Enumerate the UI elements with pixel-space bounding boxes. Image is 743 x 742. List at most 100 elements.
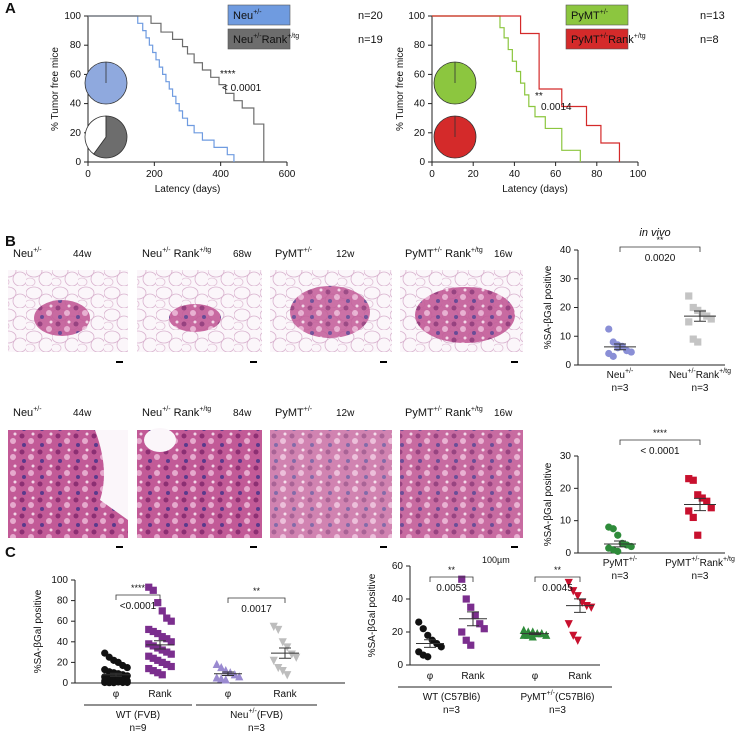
significance-stars: ** [656, 235, 664, 245]
data-point [689, 303, 697, 312]
group-label: φ [532, 671, 539, 682]
data-point [154, 656, 162, 664]
data-point [158, 607, 166, 615]
data-point [145, 640, 153, 648]
y-tick-label: 80 [57, 595, 69, 606]
significance-stars: ** [253, 586, 261, 596]
y-tick-label: 40 [560, 245, 572, 256]
pie-slice [93, 115, 128, 159]
y-tick-label: 100 [51, 575, 68, 586]
micrograph-label: Neu+/- Rank+/tg [142, 247, 211, 260]
sem-bar [574, 598, 586, 613]
data-point [689, 476, 697, 484]
data-point [462, 595, 470, 603]
data-point [480, 625, 488, 633]
sem-bar [110, 672, 122, 677]
data-point [476, 620, 484, 628]
data-point [564, 578, 573, 588]
data-point [698, 309, 706, 317]
data-point [158, 646, 166, 654]
data-point [269, 656, 278, 665]
data-point [519, 625, 528, 634]
subtitle: in vivo [639, 227, 670, 239]
significance-bracket [619, 246, 701, 252]
p-value: <0.0001 [120, 601, 157, 612]
data-point [689, 513, 697, 522]
x-tick-label: 20 [468, 169, 480, 180]
survival-curve [432, 15, 621, 162]
cluster-label: Neu+/-(FVB) [230, 708, 283, 721]
data-point [458, 575, 466, 583]
y-tick-label: 10 [560, 331, 572, 342]
micrograph-age: 84w [233, 408, 252, 419]
legend-swatch [227, 4, 291, 26]
data-point [609, 525, 617, 533]
data-point [614, 547, 622, 555]
x-tick-label: 0 [429, 169, 435, 180]
data-point [573, 592, 582, 601]
micrograph-age: 12w [336, 249, 355, 260]
significance-stars: ** [448, 565, 456, 575]
data-point [694, 491, 702, 499]
data-point [278, 667, 287, 676]
y-tick-label: 100 [64, 11, 81, 22]
group-label: Neu+/-Rank+/tg [669, 368, 731, 381]
data-point [694, 306, 702, 314]
data-point [123, 663, 131, 672]
data-point [685, 292, 693, 300]
data-point [154, 629, 162, 638]
data-point [235, 672, 244, 681]
y-tick-label: 20 [414, 127, 426, 138]
legend-n: n=19 [358, 34, 383, 46]
group-label: φ [113, 689, 120, 700]
data-point [462, 636, 470, 644]
data-point [415, 618, 423, 626]
micrograph-label: Neu+/- [13, 247, 42, 260]
data-point [154, 644, 162, 652]
legend-label: Neu+/-Rank+/tg [233, 33, 299, 46]
data-point [217, 662, 226, 672]
micrograph-label: PyMT+/- [275, 247, 313, 260]
group-note: n=3 [692, 571, 709, 582]
data-point [167, 617, 175, 625]
micrograph-age: 44w [73, 249, 92, 260]
data-point [167, 650, 175, 658]
significance-bracket [534, 576, 581, 582]
data-point [524, 630, 533, 639]
data-point [587, 603, 596, 612]
data-point [694, 338, 702, 346]
y-axis-title: % Tumor free mice [395, 47, 406, 131]
significance-bracket [115, 594, 161, 600]
data-point [269, 622, 278, 631]
p-value: 0.0045 [542, 583, 573, 594]
significance-stars: **** [131, 583, 146, 593]
micrograph-age: 16w [494, 249, 513, 260]
group-label: Rank [148, 689, 172, 700]
data-point [145, 625, 153, 634]
y-tick-label: 40 [392, 594, 404, 605]
x-tick-label: 60 [550, 169, 562, 180]
significance-stars: **** [653, 428, 668, 438]
data-point [419, 625, 427, 633]
sem-bar [222, 671, 234, 676]
y-tick-label: 60 [57, 616, 69, 627]
data-point [274, 625, 283, 635]
data-point [467, 603, 475, 611]
data-point [230, 670, 239, 679]
data-point [163, 660, 171, 669]
cluster-note: n=3 [248, 723, 265, 734]
x-tick-label: 80 [591, 169, 603, 180]
micrograph-label: PyMT+/- Rank+/tg [405, 406, 483, 419]
data-point [274, 663, 283, 673]
data-point [707, 315, 715, 323]
y-axis-title: %SA-βGal positive [33, 589, 44, 673]
data-point [685, 318, 693, 326]
legend-swatch [565, 4, 629, 26]
data-point [158, 633, 166, 641]
group-label: Rank [273, 689, 297, 700]
group-label: PyMT+/-Rank+/tg [665, 556, 735, 569]
data-point [694, 531, 702, 539]
data-point [145, 652, 153, 660]
data-point [163, 648, 171, 656]
annotation: **** [220, 69, 236, 80]
